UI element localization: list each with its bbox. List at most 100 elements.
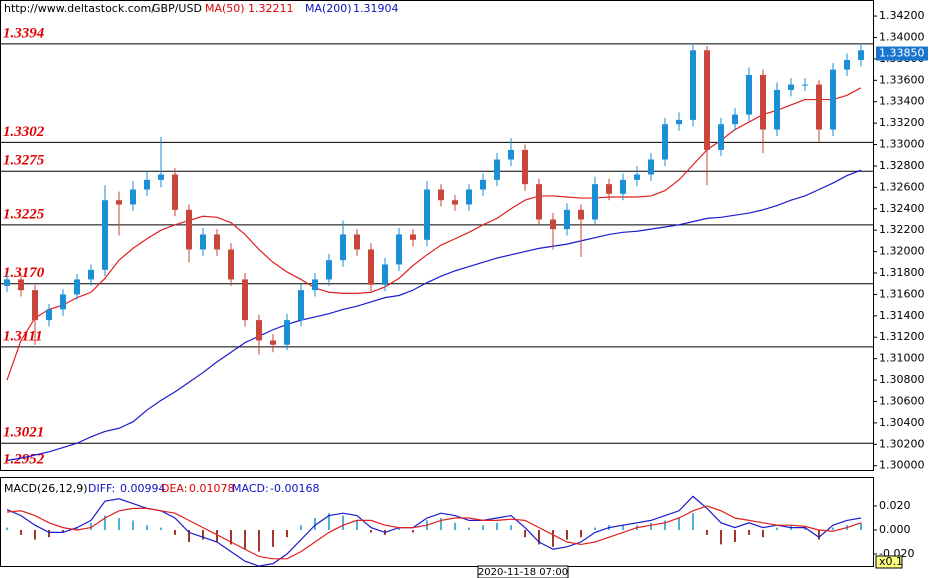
macd-bar	[762, 530, 764, 538]
candle-body	[382, 264, 388, 285]
candle-body	[410, 234, 416, 240]
macd-bar	[118, 517, 120, 531]
candle-body	[620, 179, 626, 194]
candle-body	[662, 124, 668, 160]
y-tick-label: 1.31800	[879, 266, 925, 279]
cursor-box	[477, 565, 569, 578]
y-tick-label: 1.33000	[879, 138, 925, 151]
candle-body	[270, 340, 276, 345]
y-tick-label: 0.020	[879, 499, 911, 512]
macd-bar	[188, 530, 190, 543]
macd-bar	[594, 527, 596, 531]
candle-body	[480, 179, 486, 190]
candle-body	[494, 159, 500, 180]
macd-bar	[566, 530, 568, 540]
candle-body	[158, 174, 164, 180]
macd-bar	[90, 522, 92, 531]
candle-body	[746, 74, 752, 115]
macd-bar	[664, 520, 666, 531]
macd-bar	[580, 530, 582, 538]
macd-bar	[622, 525, 624, 531]
level-label: 1.3225	[3, 206, 45, 222]
candle-body	[18, 279, 24, 291]
candle-body	[788, 84, 794, 90]
y-tick-label: 1.30000	[879, 459, 925, 472]
cursor-label: 2020-11-18 07:00	[478, 567, 568, 578]
candle-body	[186, 209, 192, 250]
dea-value: 0.01078	[189, 482, 235, 495]
candle-body	[32, 290, 38, 321]
y-tick-label: 1.34000	[879, 30, 925, 43]
scale-label: x0.1	[879, 555, 903, 568]
candle-body	[536, 184, 542, 220]
candle-body	[256, 320, 262, 341]
candle-body	[74, 279, 80, 295]
y-tick-label: 1.31600	[879, 287, 925, 300]
macd-bar	[272, 530, 274, 547]
moving-average	[6, 169, 862, 461]
candle-body	[816, 84, 822, 130]
macd-bar	[48, 530, 50, 538]
macd-bar	[720, 530, 722, 545]
y-tick-label: 1.32800	[879, 159, 925, 172]
y-tick-label: 1.32000	[879, 245, 925, 258]
candle-body	[858, 50, 864, 60]
current-price-label: 1.33850	[879, 47, 925, 60]
candle-body	[802, 84, 808, 86]
candle-body	[326, 260, 332, 280]
macd-bar	[174, 530, 176, 535]
macd-bar	[496, 522, 498, 531]
y-tick-label: 1.30400	[879, 416, 925, 429]
ma50-label: MA(50)	[205, 2, 245, 15]
candle-body	[508, 149, 514, 160]
macd-bar	[314, 517, 316, 531]
macd-bar	[230, 530, 232, 545]
macd-value: -0.00168	[270, 482, 319, 495]
candle-body	[844, 59, 850, 70]
macd-frame	[0, 477, 874, 567]
macd-bar	[440, 517, 442, 531]
macd-bar	[356, 520, 358, 531]
candle-body	[564, 209, 570, 230]
macd-bar	[482, 525, 484, 531]
macd-bar	[62, 530, 64, 533]
y-tick-label: 1.32400	[879, 202, 925, 215]
level-label: 1.3111	[3, 328, 43, 344]
candle-body	[60, 294, 66, 310]
macd-bar	[510, 525, 512, 531]
y-tick-label: 1.30200	[879, 437, 925, 450]
y-tick-label: 1.34200	[879, 9, 925, 22]
level-label: 1.3302	[3, 124, 45, 140]
candle-body	[578, 209, 584, 220]
candle-body	[46, 309, 52, 321]
dea-label: DEA:	[161, 482, 187, 495]
macd-bar	[286, 530, 288, 538]
diff-value: 0.00994	[120, 482, 166, 495]
diff-label: DIFF:	[88, 482, 115, 495]
ma200-value: 1.31904	[353, 2, 399, 15]
y-tick-label: 1.31400	[879, 309, 925, 322]
macd-label: MACD:	[232, 482, 269, 495]
scale-box	[875, 555, 903, 569]
current-price-box	[876, 46, 928, 61]
candle-body	[606, 184, 612, 194]
candle-body	[634, 174, 640, 180]
macd-bar	[454, 522, 456, 531]
candle-body	[676, 119, 682, 125]
candle-body	[452, 200, 458, 205]
macd-bar	[370, 530, 372, 533]
y-tick-label: 1.30600	[879, 394, 925, 407]
y-tick-label: 1.32200	[879, 223, 925, 236]
macd-bar	[748, 530, 750, 535]
candle-body	[718, 124, 724, 150]
level-label: 1.3170	[3, 265, 45, 281]
macd-bar	[244, 530, 246, 550]
candle-body	[172, 174, 178, 210]
y-tick-label: 1.31000	[879, 352, 925, 365]
macd-title: MACD(26,12,9)	[4, 482, 88, 495]
level-label: 1.3275	[3, 153, 45, 169]
macd-bar	[860, 522, 862, 531]
candle-body	[144, 179, 150, 190]
source-url: http://www.deltastock.com/	[4, 2, 155, 15]
